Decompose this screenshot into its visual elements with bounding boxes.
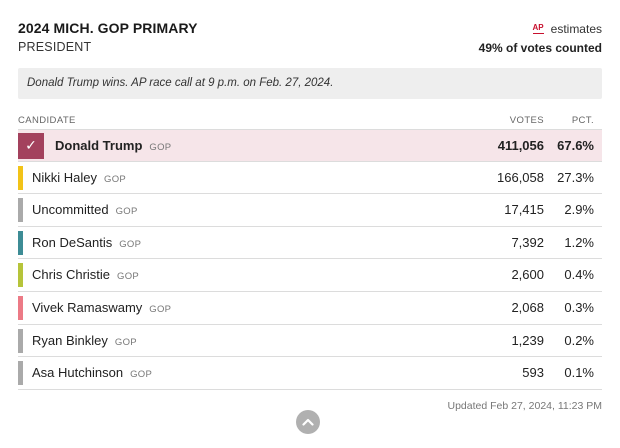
results-table: ✓ Donald Trump GOP 411,056 67.6% Nikki Ha… — [18, 129, 602, 390]
table-row: Ron DeSantis GOP 7,392 1.2% — [18, 227, 602, 260]
vote-pct: 2.9% — [564, 202, 594, 218]
candidate-color-bar — [18, 198, 23, 223]
candidate-color-bar — [18, 328, 23, 353]
table-row: ✓ Donald Trump GOP 411,056 67.6% — [18, 129, 602, 162]
race-call-banner: Donald Trump wins. AP race call at 9 p.m… — [18, 68, 602, 99]
table-row: Ryan Binkley GOP 1,239 0.2% — [18, 325, 602, 358]
party-label: GOP — [104, 173, 127, 185]
pct-column-header: PCT. — [571, 115, 594, 126]
vote-count: 2,068 — [511, 299, 544, 315]
vote-pct: 1.2% — [564, 234, 594, 250]
vote-pct: 0.3% — [564, 299, 594, 315]
vote-count: 1,239 — [511, 332, 544, 348]
candidate-column-header: CANDIDATE — [18, 115, 76, 126]
vote-count: 166,058 — [497, 169, 544, 185]
winner-check-icon: ✓ — [18, 133, 44, 159]
party-label: GOP — [115, 206, 138, 218]
candidate-color-bar — [18, 361, 23, 386]
race-header: 2024 MICH. GOP PRIMARY PRESIDENT AP esti… — [18, 20, 602, 60]
estimates-link[interactable]: AP estimates — [532, 22, 602, 36]
candidate-color-bar — [18, 165, 23, 190]
party-label: GOP — [149, 303, 172, 315]
vote-count: 7,392 — [511, 234, 544, 250]
candidate-name: Nikki Haley — [32, 169, 98, 185]
party-label: GOP — [119, 238, 142, 250]
table-header: CANDIDATE VOTES PCT. — [18, 115, 602, 129]
collapse-button[interactable] — [296, 410, 320, 434]
candidate-name: Vivek Ramaswamy — [32, 299, 143, 315]
vote-pct: 0.1% — [564, 365, 594, 381]
candidate-name: Ryan Binkley — [32, 332, 108, 348]
candidate-name: Asa Hutchinson — [32, 365, 124, 381]
party-label: GOP — [114, 336, 137, 348]
vote-count: 2,600 — [511, 267, 544, 283]
candidate-name: Donald Trump — [55, 138, 143, 153]
party-label: GOP — [130, 369, 153, 381]
votes-column-header: VOTES — [509, 115, 544, 126]
table-row: Uncommitted GOP 17,415 2.9% — [18, 194, 602, 227]
estimates-label: estimates — [550, 22, 602, 36]
party-label: GOP — [117, 271, 140, 283]
vote-pct: 67.6% — [557, 138, 594, 153]
votes-counted: 49% of votes counted — [478, 41, 602, 55]
candidate-name: Uncommitted — [32, 202, 109, 218]
candidate-name: Ron DeSantis — [32, 234, 113, 250]
candidate-color-bar — [18, 230, 23, 255]
race-title: 2024 MICH. GOP PRIMARY — [18, 20, 198, 36]
table-row: Chris Christie GOP 2,600 0.4% — [18, 259, 602, 292]
updated-timestamp: Updated Feb 27, 2024, 11:23 PM — [447, 400, 603, 412]
chevron-up-icon — [302, 418, 314, 426]
vote-count: 593 — [522, 365, 544, 381]
vote-pct: 0.4% — [564, 267, 594, 283]
party-label: GOP — [149, 142, 172, 153]
vote-pct: 0.2% — [564, 332, 594, 348]
vote-pct: 27.3% — [557, 169, 594, 185]
table-row: Nikki Haley GOP 166,058 27.3% — [18, 162, 602, 195]
vote-count: 17,415 — [504, 202, 544, 218]
ap-logo: AP — [532, 23, 544, 34]
candidate-color-bar — [18, 295, 23, 320]
table-row: Vivek Ramaswamy GOP 2,068 0.3% — [18, 292, 602, 325]
candidate-color-bar — [18, 263, 23, 288]
table-row: Asa Hutchinson GOP 593 0.1% — [18, 357, 602, 390]
vote-count: 411,056 — [497, 138, 544, 153]
candidate-name: Chris Christie — [32, 267, 111, 283]
race-subtitle: PRESIDENT — [18, 40, 92, 54]
